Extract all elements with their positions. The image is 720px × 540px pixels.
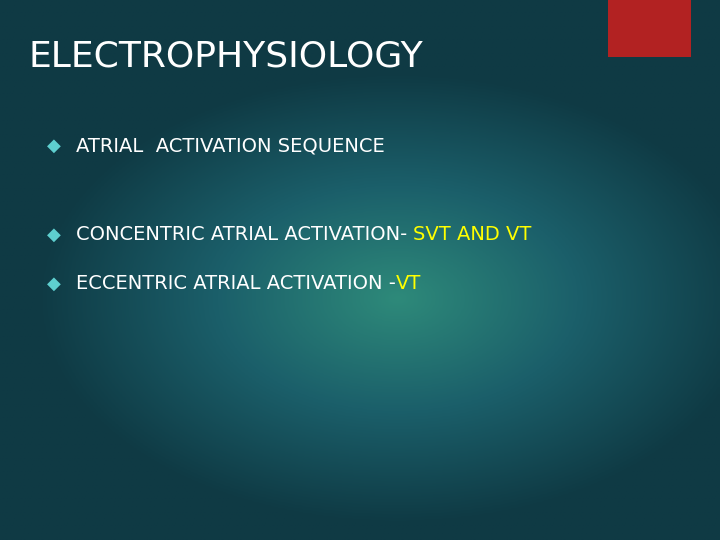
Text: VT: VT (395, 274, 421, 293)
Bar (608, 0, 691, 57)
Text: ATRIAL  ACTIVATION SEQUENCE: ATRIAL ACTIVATION SEQUENCE (76, 136, 384, 156)
Text: CONCENTRIC ATRIAL ACTIVATION-: CONCENTRIC ATRIAL ACTIVATION- (76, 225, 413, 245)
Text: ◆: ◆ (47, 274, 61, 293)
Text: ◆: ◆ (47, 226, 61, 244)
Text: ECCENTRIC ATRIAL ACTIVATION -: ECCENTRIC ATRIAL ACTIVATION - (76, 274, 395, 293)
Text: ELECTROPHYSIOLOGY: ELECTROPHYSIOLOGY (29, 40, 423, 73)
Text: SVT AND VT: SVT AND VT (413, 225, 531, 245)
Text: ◆: ◆ (47, 137, 61, 155)
